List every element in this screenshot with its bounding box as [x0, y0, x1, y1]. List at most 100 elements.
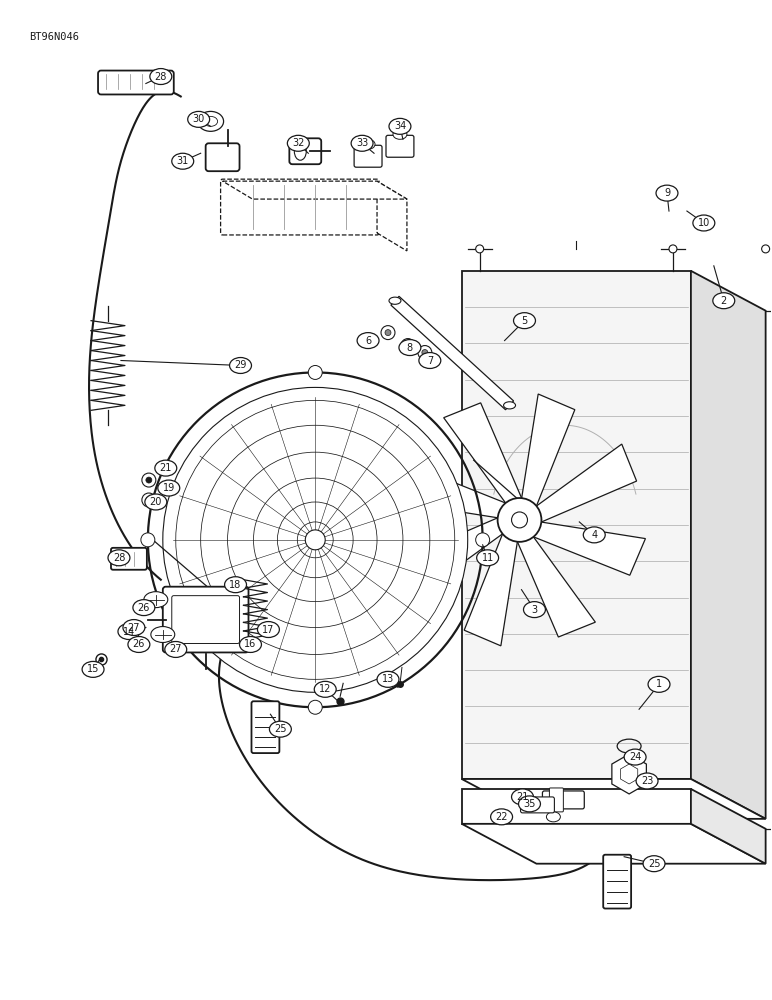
Text: 7: 7	[427, 356, 433, 366]
Polygon shape	[464, 532, 518, 646]
Text: 16: 16	[245, 639, 256, 649]
Text: 23: 23	[641, 776, 653, 786]
Polygon shape	[532, 522, 645, 575]
FancyBboxPatch shape	[221, 179, 379, 235]
Ellipse shape	[476, 550, 499, 566]
Text: 20: 20	[150, 497, 162, 507]
Ellipse shape	[133, 600, 155, 616]
Circle shape	[305, 530, 325, 550]
Ellipse shape	[314, 681, 336, 697]
Ellipse shape	[519, 796, 540, 812]
Ellipse shape	[491, 809, 513, 825]
Ellipse shape	[225, 577, 246, 593]
Circle shape	[141, 533, 155, 547]
Ellipse shape	[357, 333, 379, 349]
FancyBboxPatch shape	[543, 791, 584, 809]
Text: 32: 32	[292, 138, 304, 148]
FancyBboxPatch shape	[205, 143, 239, 171]
FancyBboxPatch shape	[98, 71, 174, 94]
Polygon shape	[222, 181, 407, 199]
Text: 17: 17	[262, 625, 275, 635]
Ellipse shape	[229, 358, 252, 373]
Text: 10: 10	[698, 218, 710, 228]
Ellipse shape	[547, 812, 560, 822]
Ellipse shape	[512, 789, 533, 805]
FancyBboxPatch shape	[386, 135, 414, 157]
Ellipse shape	[198, 111, 224, 131]
Text: 9: 9	[664, 188, 670, 198]
Text: 29: 29	[235, 360, 247, 370]
Ellipse shape	[648, 676, 670, 692]
Text: 33: 33	[356, 138, 368, 148]
Ellipse shape	[123, 620, 145, 636]
Ellipse shape	[157, 480, 180, 496]
Text: 26: 26	[133, 639, 145, 649]
Circle shape	[418, 346, 432, 360]
Polygon shape	[402, 517, 505, 596]
Ellipse shape	[287, 135, 310, 151]
Text: 11: 11	[482, 553, 494, 563]
Text: 5: 5	[521, 316, 527, 326]
Ellipse shape	[399, 340, 421, 356]
Ellipse shape	[624, 749, 646, 765]
FancyBboxPatch shape	[603, 855, 631, 909]
Text: 24: 24	[629, 752, 642, 762]
Ellipse shape	[513, 313, 536, 329]
Ellipse shape	[361, 139, 375, 149]
Text: 31: 31	[177, 156, 189, 166]
Ellipse shape	[150, 69, 172, 85]
Circle shape	[476, 245, 483, 253]
Text: 6: 6	[365, 336, 371, 346]
Ellipse shape	[523, 602, 546, 618]
Polygon shape	[394, 465, 507, 518]
Text: 21: 21	[516, 792, 529, 802]
Polygon shape	[612, 754, 646, 794]
Text: 3: 3	[531, 605, 537, 615]
Text: 4: 4	[591, 530, 598, 540]
Text: 1: 1	[656, 679, 662, 689]
Ellipse shape	[188, 111, 210, 127]
Circle shape	[142, 493, 156, 507]
Text: 12: 12	[319, 684, 331, 694]
Circle shape	[669, 245, 677, 253]
FancyBboxPatch shape	[354, 145, 382, 167]
Circle shape	[512, 512, 527, 528]
Text: 27: 27	[170, 644, 182, 654]
Circle shape	[381, 326, 395, 340]
Ellipse shape	[172, 153, 194, 169]
Ellipse shape	[144, 592, 168, 608]
Circle shape	[308, 365, 322, 379]
Text: 14: 14	[123, 627, 135, 637]
Circle shape	[476, 533, 489, 547]
Ellipse shape	[108, 550, 130, 566]
Circle shape	[163, 387, 468, 692]
Ellipse shape	[164, 641, 187, 657]
Circle shape	[405, 343, 411, 349]
Polygon shape	[534, 444, 637, 523]
Ellipse shape	[145, 494, 167, 510]
FancyBboxPatch shape	[520, 797, 554, 813]
Polygon shape	[462, 779, 766, 819]
Circle shape	[385, 330, 391, 336]
Polygon shape	[391, 296, 513, 410]
Circle shape	[762, 245, 770, 253]
Polygon shape	[377, 181, 407, 251]
Polygon shape	[691, 271, 766, 819]
Ellipse shape	[693, 215, 715, 231]
Text: 22: 22	[496, 812, 508, 822]
Circle shape	[498, 498, 541, 542]
Ellipse shape	[269, 721, 291, 737]
Polygon shape	[691, 789, 766, 864]
Ellipse shape	[389, 118, 411, 134]
FancyBboxPatch shape	[550, 788, 564, 812]
Text: 15: 15	[87, 664, 100, 674]
Text: 21: 21	[160, 463, 172, 473]
Ellipse shape	[584, 527, 605, 543]
Text: 18: 18	[229, 580, 242, 590]
Text: 30: 30	[192, 114, 205, 124]
Text: 13: 13	[382, 674, 394, 684]
Text: 28: 28	[154, 72, 167, 82]
Ellipse shape	[377, 671, 399, 687]
Circle shape	[401, 339, 415, 353]
Ellipse shape	[151, 627, 174, 642]
